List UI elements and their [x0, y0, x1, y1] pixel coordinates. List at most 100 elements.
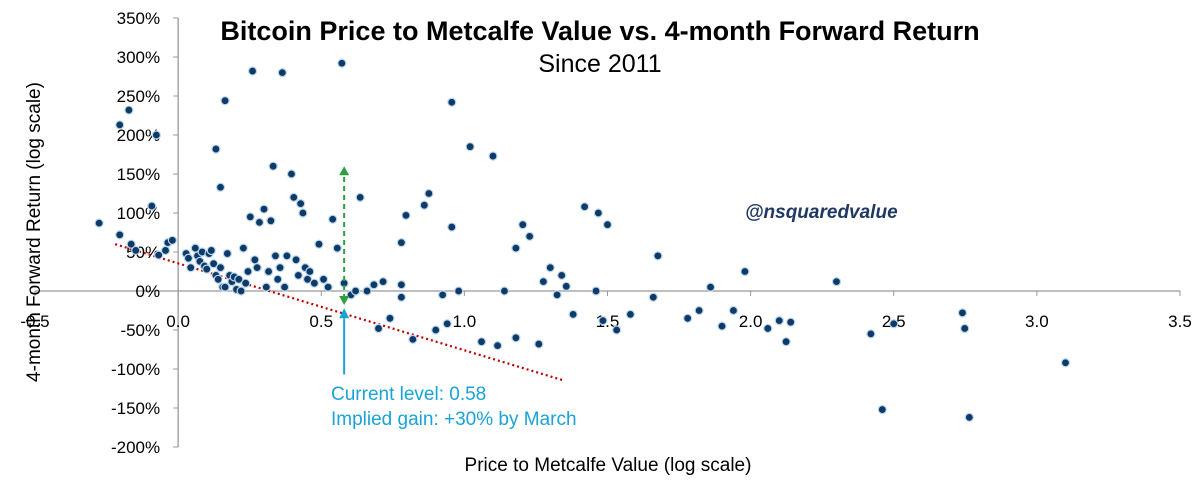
scatter-point	[499, 286, 510, 296]
x-tick-label: -0.5	[20, 312, 49, 331]
scatter-point	[305, 266, 315, 277]
y-tick-label: 350%	[117, 9, 160, 28]
scatter-point	[957, 308, 968, 318]
scatter-point	[488, 151, 498, 161]
scatter-point	[373, 323, 384, 334]
scatter-point	[602, 220, 613, 230]
scatter-point	[774, 316, 784, 326]
scatter-point	[362, 286, 372, 296]
scatter-point	[238, 243, 248, 253]
annotation-markers	[339, 166, 350, 375]
scatter-point	[202, 264, 212, 274]
x-tick-label: 1.0	[453, 312, 477, 331]
scatter-point	[293, 270, 303, 280]
scatter-point	[492, 341, 503, 351]
implied-gain-annotation: Implied gain: +30% by March	[331, 409, 577, 430]
x-tick-label: 0.0	[166, 312, 190, 331]
scatter-point	[454, 286, 464, 296]
scatter-point	[277, 67, 287, 78]
scatter-point	[355, 192, 365, 202]
scatter-point	[222, 248, 232, 259]
scatter-point	[518, 220, 528, 230]
y-tick-label: 200%	[117, 126, 160, 145]
scatter-point	[625, 309, 636, 319]
scatter-point	[236, 286, 246, 296]
scatter-point	[396, 292, 406, 302]
scatter-point	[648, 292, 658, 302]
scatter-point	[465, 142, 475, 152]
x-tick-label: 3.5	[1168, 312, 1192, 331]
scatter-point	[960, 323, 970, 334]
scatter-point	[160, 245, 171, 256]
scatter-point	[511, 333, 521, 343]
scatter-point	[245, 212, 255, 222]
scatter-point	[1060, 358, 1071, 368]
scatter-point	[115, 120, 125, 130]
scatter-point	[683, 313, 693, 323]
scatter-point	[593, 208, 603, 218]
scatter-point	[318, 274, 329, 284]
scatter-point	[728, 305, 739, 316]
scatter-point	[653, 251, 663, 261]
scatter-point	[351, 286, 361, 296]
scatter-point	[209, 259, 219, 269]
scatter-point	[442, 319, 452, 329]
scatter-point	[252, 263, 262, 273]
scatter-point	[545, 263, 555, 273]
scatter-point	[525, 231, 535, 241]
scatter-point	[419, 200, 429, 210]
scatter-point	[431, 325, 441, 335]
points-layer	[94, 58, 1071, 422]
scatter-point	[534, 339, 544, 349]
scatter-point	[206, 245, 216, 256]
scatter-point	[215, 182, 226, 192]
scatter-point	[309, 278, 319, 288]
scatter-point	[378, 277, 388, 287]
scatter-point	[154, 250, 164, 260]
scatter-point	[94, 218, 104, 228]
y-tick-label: 250%	[117, 87, 160, 106]
scatter-point	[568, 309, 578, 319]
scatter-point	[215, 263, 226, 273]
scatter-point	[314, 239, 324, 249]
scatter-point	[286, 169, 297, 179]
trendline	[114, 243, 565, 382]
scatter-point	[273, 274, 283, 284]
x-tick-label: 3.0	[1025, 312, 1049, 331]
scatter-point	[781, 337, 791, 347]
scatter-point	[538, 277, 548, 287]
y-tick-label: -100%	[111, 360, 160, 379]
trendline-layer	[114, 243, 565, 382]
scatter-point	[183, 253, 194, 263]
scatter-point	[612, 325, 622, 335]
scatter-point	[220, 96, 230, 106]
scatter-point	[877, 404, 887, 415]
scatter-point	[579, 202, 590, 212]
scatter-point	[717, 321, 727, 331]
implied-gain-arrowhead-top	[339, 166, 350, 176]
scatter-point	[220, 282, 230, 292]
scatter-point	[126, 239, 136, 249]
scatter-point	[282, 251, 292, 261]
scatter-point	[705, 282, 716, 292]
y-tick-label: -200%	[111, 438, 160, 457]
scatter-point	[275, 263, 285, 273]
chart-subtitle: Since 2011	[538, 50, 661, 78]
scatter-point	[396, 238, 406, 248]
scatter-point	[332, 243, 342, 253]
scatter-point	[266, 216, 276, 226]
scatter-point	[866, 329, 876, 339]
scatter-point	[598, 316, 608, 326]
y-tick-label: 0%	[136, 282, 161, 301]
scatter-point	[385, 313, 395, 323]
scatter-point	[831, 277, 842, 287]
y-tick-label: 150%	[117, 165, 160, 184]
scatter-point	[369, 280, 379, 290]
scatter-point	[261, 282, 271, 292]
twitter-handle: @nsquaredvalue	[745, 202, 898, 223]
scatter-point	[424, 188, 434, 199]
scatter-point	[328, 214, 338, 224]
chart-title: Bitcoin Price to Metcalfe Value vs. 4-mo…	[220, 16, 979, 46]
current-level-annotation: Current level: 0.58	[331, 384, 486, 405]
scatter-point	[557, 270, 567, 280]
